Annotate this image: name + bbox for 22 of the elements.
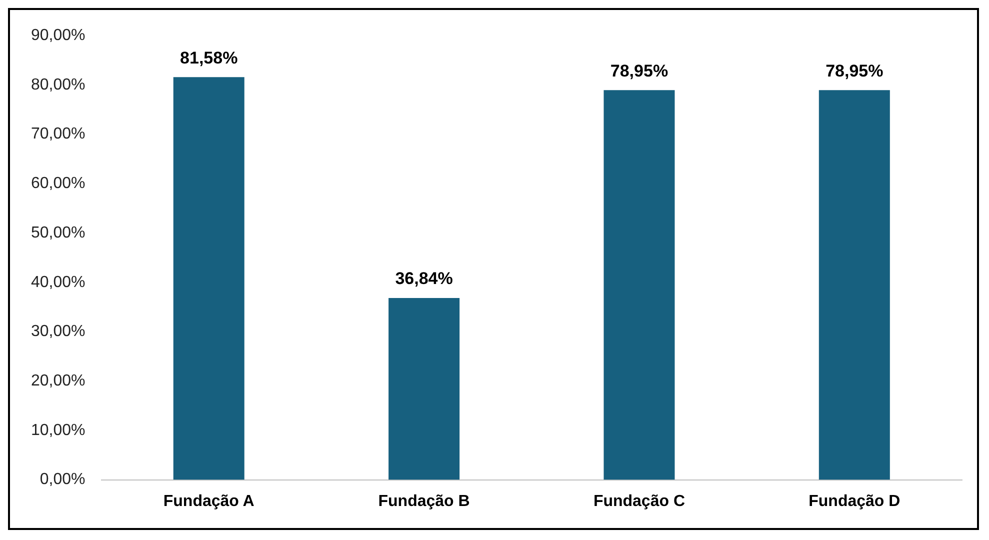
data-label: 36,84% bbox=[395, 269, 453, 288]
bar bbox=[818, 90, 890, 480]
y-tick-label: 40,00% bbox=[31, 274, 86, 291]
bar bbox=[388, 298, 460, 480]
y-tick-label: 70,00% bbox=[31, 126, 86, 143]
bar bbox=[604, 90, 675, 480]
y-tick-label: 50,00% bbox=[31, 224, 86, 242]
x-tick-label: Fundação B bbox=[378, 492, 470, 510]
y-tick-label: 10,00% bbox=[31, 422, 86, 439]
y-tick-label: 20,00% bbox=[31, 372, 86, 390]
y-tick-label: 0,00% bbox=[40, 471, 86, 488]
y-tick-label: 90,00% bbox=[31, 27, 86, 44]
y-tick-label: 60,00% bbox=[31, 175, 86, 192]
data-label: 78,95% bbox=[826, 61, 884, 80]
bar bbox=[173, 77, 244, 480]
y-tick-label: 80,00% bbox=[31, 76, 86, 94]
x-tick-label: Fundação A bbox=[163, 492, 255, 510]
x-tick-label: Fundação D bbox=[808, 492, 900, 510]
data-label: 78,95% bbox=[610, 61, 668, 80]
x-tick-label: Fundação C bbox=[593, 492, 686, 510]
data-label: 81,58% bbox=[180, 48, 238, 68]
y-tick-label: 30,00% bbox=[31, 323, 86, 340]
